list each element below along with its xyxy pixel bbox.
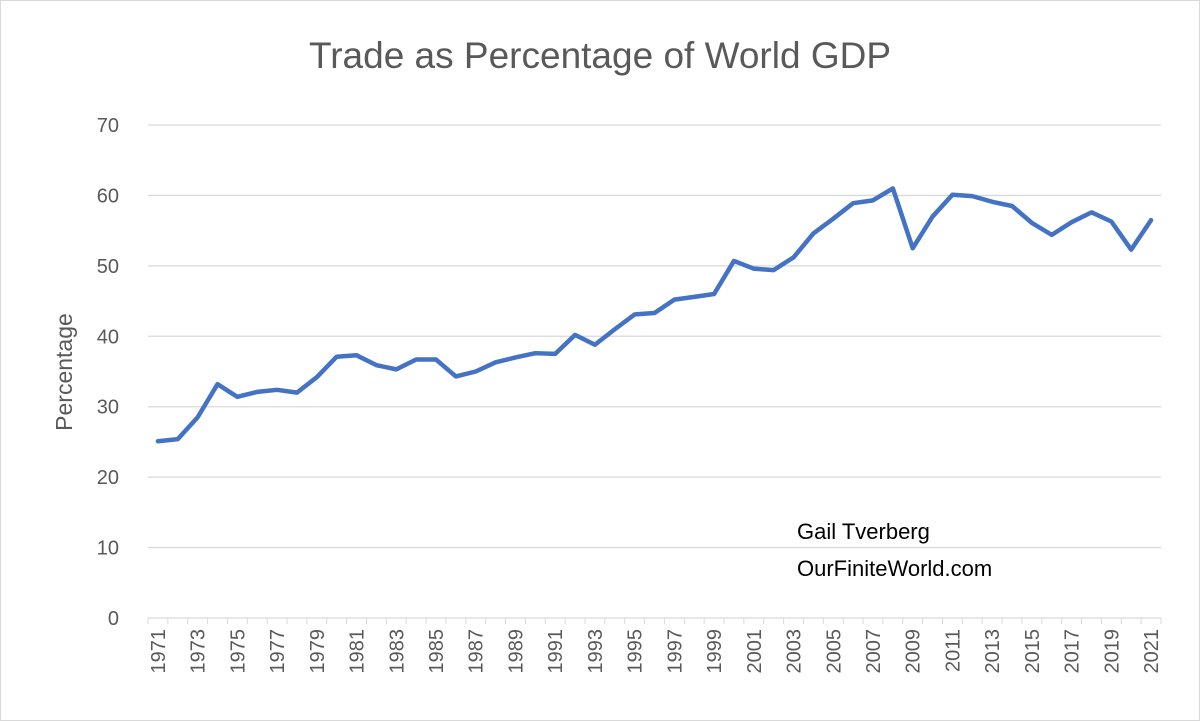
- x-tick-label: 1985: [426, 629, 448, 674]
- x-tick-label: 2021: [1141, 629, 1163, 674]
- x-tick-label: 1983: [386, 629, 408, 674]
- x-tick-label: 1979: [307, 629, 329, 674]
- y-tick-label: 30: [97, 397, 119, 419]
- x-tick-label: 2015: [1022, 629, 1044, 674]
- y-tick-label: 10: [97, 538, 119, 560]
- x-tick-label: 1995: [625, 629, 647, 674]
- x-tick-label: 1993: [585, 629, 607, 674]
- series-line: [155, 186, 1154, 444]
- x-tick-label: 2017: [1062, 629, 1084, 674]
- x-tick-label: 2007: [863, 629, 885, 674]
- annotation-author: Gail Tverberg: [797, 519, 930, 544]
- y-tick-label: 60: [97, 185, 119, 207]
- x-tick-label: 2011: [942, 629, 964, 672]
- x-tick-label: 2013: [982, 629, 1004, 674]
- x-tick-label: 1975: [227, 629, 249, 674]
- x-tick-label: 1991: [545, 629, 567, 674]
- annotation-site: OurFiniteWorld.com: [797, 556, 992, 581]
- x-tick-label: 1987: [466, 629, 488, 674]
- x-tick-label: 1971: [148, 629, 170, 674]
- x-tick-label: 2009: [903, 629, 925, 674]
- y-tick-label: 70: [97, 115, 119, 137]
- x-tick-label: 2003: [784, 629, 806, 674]
- y-tick-label: 0: [108, 608, 119, 630]
- x-tick-label: 1981: [347, 629, 369, 674]
- y-axis-label: Percentage: [51, 313, 77, 431]
- x-tick-label: 1977: [267, 629, 289, 674]
- x-tick-label: 1997: [664, 629, 686, 674]
- x-tick-label: 1999: [704, 629, 726, 674]
- x-tick-label: 2005: [823, 629, 845, 674]
- x-tick-label: 2019: [1101, 629, 1123, 674]
- x-tick-label: 1973: [188, 629, 210, 674]
- x-tick-label: 2001: [744, 629, 766, 674]
- chart-title: Trade as Percentage of World GDP: [309, 35, 891, 76]
- y-tick-label: 40: [97, 326, 119, 348]
- y-tick-label: 50: [97, 256, 119, 278]
- x-tick-label: 1989: [505, 629, 527, 674]
- y-tick-label: 20: [97, 467, 119, 489]
